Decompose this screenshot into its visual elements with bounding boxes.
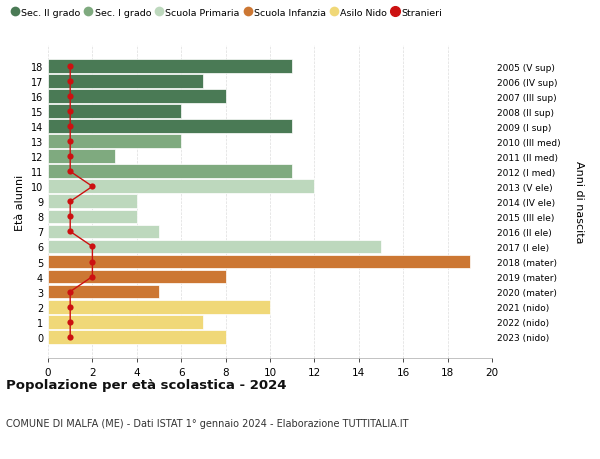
- Point: [65, 303, 75, 311]
- Bar: [48, 315, 203, 329]
- Point: [65, 78, 75, 86]
- Bar: [48, 165, 292, 179]
- Point: [88, 258, 97, 266]
- Y-axis label: Anni di nascita: Anni di nascita: [574, 161, 584, 243]
- Bar: [48, 60, 292, 74]
- Text: COMUNE DI MALFA (ME) - Dati ISTAT 1° gennaio 2024 - Elaborazione TUTTITALIA.IT: COMUNE DI MALFA (ME) - Dati ISTAT 1° gen…: [6, 418, 409, 428]
- Bar: [48, 330, 226, 344]
- Point: [65, 333, 75, 341]
- Bar: [48, 225, 159, 239]
- Point: [65, 138, 75, 146]
- Point: [65, 123, 75, 131]
- Point: [65, 168, 75, 176]
- Point: [88, 183, 97, 190]
- Bar: [48, 195, 137, 209]
- Point: [88, 243, 97, 251]
- Legend: Sec. II grado, Sec. I grado, Scuola Primaria, Scuola Infanzia, Asilo Nido, Stran: Sec. II grado, Sec. I grado, Scuola Prim…: [11, 7, 443, 20]
- Y-axis label: Età alunni: Età alunni: [15, 174, 25, 230]
- Bar: [48, 210, 137, 224]
- Bar: [48, 135, 181, 149]
- Bar: [48, 180, 314, 194]
- Bar: [48, 240, 381, 254]
- Text: Popolazione per età scolastica - 2024: Popolazione per età scolastica - 2024: [6, 379, 287, 392]
- Bar: [48, 255, 470, 269]
- Bar: [48, 90, 226, 104]
- Bar: [48, 270, 226, 284]
- Point: [88, 273, 97, 280]
- Bar: [48, 75, 203, 89]
- Point: [65, 63, 75, 71]
- Point: [65, 108, 75, 116]
- Point: [65, 213, 75, 221]
- Point: [65, 153, 75, 161]
- Point: [65, 198, 75, 206]
- Bar: [48, 150, 115, 164]
- Point: [65, 288, 75, 296]
- Point: [65, 93, 75, 101]
- Bar: [48, 300, 270, 314]
- Point: [65, 318, 75, 325]
- Point: [65, 228, 75, 235]
- Bar: [48, 105, 181, 119]
- Bar: [48, 120, 292, 134]
- Bar: [48, 285, 159, 299]
